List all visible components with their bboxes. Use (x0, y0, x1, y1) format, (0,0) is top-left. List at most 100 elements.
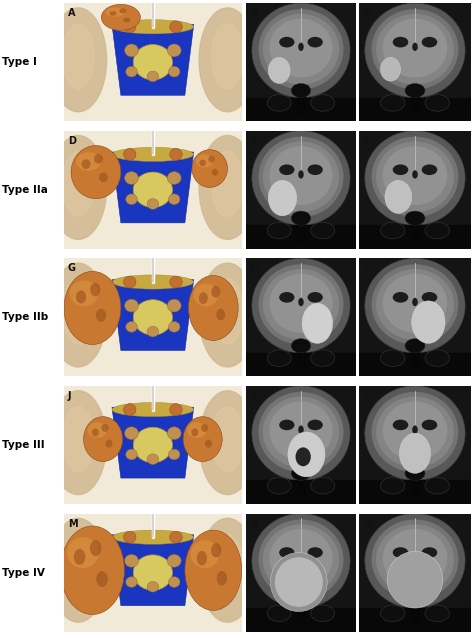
Polygon shape (112, 152, 194, 223)
Ellipse shape (365, 131, 465, 225)
Ellipse shape (392, 292, 408, 302)
Ellipse shape (263, 269, 339, 340)
Ellipse shape (168, 66, 180, 77)
Ellipse shape (101, 424, 109, 432)
Ellipse shape (291, 84, 311, 98)
Ellipse shape (425, 350, 449, 366)
Ellipse shape (372, 137, 458, 217)
Ellipse shape (99, 173, 108, 182)
Ellipse shape (308, 37, 323, 47)
Polygon shape (112, 535, 194, 605)
Ellipse shape (291, 466, 311, 480)
Text: Type I: Type I (2, 57, 37, 67)
Ellipse shape (125, 427, 138, 440)
Text: A: A (68, 8, 75, 19)
Text: D: D (68, 136, 76, 146)
Ellipse shape (168, 194, 180, 205)
Ellipse shape (308, 547, 323, 558)
Ellipse shape (125, 44, 138, 57)
Text: Type IIa: Type IIa (2, 185, 48, 195)
Ellipse shape (168, 322, 180, 332)
Ellipse shape (62, 279, 94, 344)
Ellipse shape (211, 286, 220, 297)
Ellipse shape (298, 170, 304, 179)
Text: C: C (363, 8, 370, 19)
Ellipse shape (124, 531, 136, 543)
Ellipse shape (422, 37, 437, 47)
Ellipse shape (267, 222, 291, 239)
Bar (359, 225, 471, 249)
Ellipse shape (372, 519, 458, 600)
Ellipse shape (76, 152, 101, 171)
Ellipse shape (267, 477, 291, 494)
Ellipse shape (109, 11, 117, 16)
Ellipse shape (271, 553, 327, 612)
Text: I: I (363, 263, 366, 274)
Bar (410, 221, 419, 241)
Ellipse shape (87, 422, 107, 438)
Ellipse shape (279, 37, 294, 47)
Ellipse shape (365, 514, 465, 608)
Ellipse shape (425, 605, 449, 621)
Ellipse shape (412, 553, 418, 561)
Text: Type III: Type III (2, 440, 45, 450)
Text: G: G (68, 263, 76, 274)
Ellipse shape (82, 160, 91, 169)
Polygon shape (112, 24, 194, 95)
Ellipse shape (291, 594, 311, 608)
Ellipse shape (267, 605, 291, 621)
Ellipse shape (252, 514, 350, 608)
Bar (359, 608, 471, 632)
Ellipse shape (422, 420, 437, 430)
Ellipse shape (96, 571, 108, 587)
Ellipse shape (199, 292, 208, 304)
Ellipse shape (62, 151, 94, 216)
Ellipse shape (167, 44, 181, 57)
Ellipse shape (191, 540, 219, 568)
Ellipse shape (372, 392, 458, 472)
Ellipse shape (94, 154, 103, 163)
Polygon shape (112, 279, 194, 350)
Ellipse shape (267, 94, 291, 111)
Ellipse shape (275, 557, 323, 607)
Ellipse shape (269, 274, 333, 333)
Ellipse shape (308, 292, 323, 302)
Bar (410, 477, 419, 496)
Ellipse shape (76, 290, 86, 304)
Ellipse shape (61, 526, 124, 614)
Ellipse shape (405, 84, 425, 98)
Ellipse shape (422, 547, 437, 558)
Ellipse shape (50, 135, 107, 239)
Text: E: E (250, 136, 257, 146)
Ellipse shape (96, 309, 106, 322)
Ellipse shape (376, 14, 454, 85)
Ellipse shape (400, 433, 430, 473)
Ellipse shape (133, 45, 173, 80)
Ellipse shape (74, 549, 85, 565)
Ellipse shape (258, 519, 344, 600)
Ellipse shape (212, 169, 218, 175)
Ellipse shape (211, 543, 221, 558)
Ellipse shape (263, 397, 339, 468)
Ellipse shape (387, 551, 443, 608)
Ellipse shape (263, 142, 339, 212)
Ellipse shape (167, 554, 181, 567)
Ellipse shape (170, 276, 182, 288)
Ellipse shape (199, 135, 256, 239)
Ellipse shape (183, 417, 222, 461)
Ellipse shape (70, 281, 98, 306)
Ellipse shape (291, 211, 311, 225)
Ellipse shape (201, 424, 208, 432)
Ellipse shape (211, 534, 244, 599)
Ellipse shape (92, 428, 99, 436)
Ellipse shape (123, 18, 130, 22)
Ellipse shape (205, 440, 212, 448)
Ellipse shape (258, 137, 344, 217)
Ellipse shape (385, 181, 411, 213)
Ellipse shape (381, 94, 405, 111)
Ellipse shape (258, 9, 344, 89)
Ellipse shape (365, 258, 465, 353)
Ellipse shape (298, 426, 304, 434)
Ellipse shape (125, 299, 138, 312)
Bar (359, 353, 471, 376)
